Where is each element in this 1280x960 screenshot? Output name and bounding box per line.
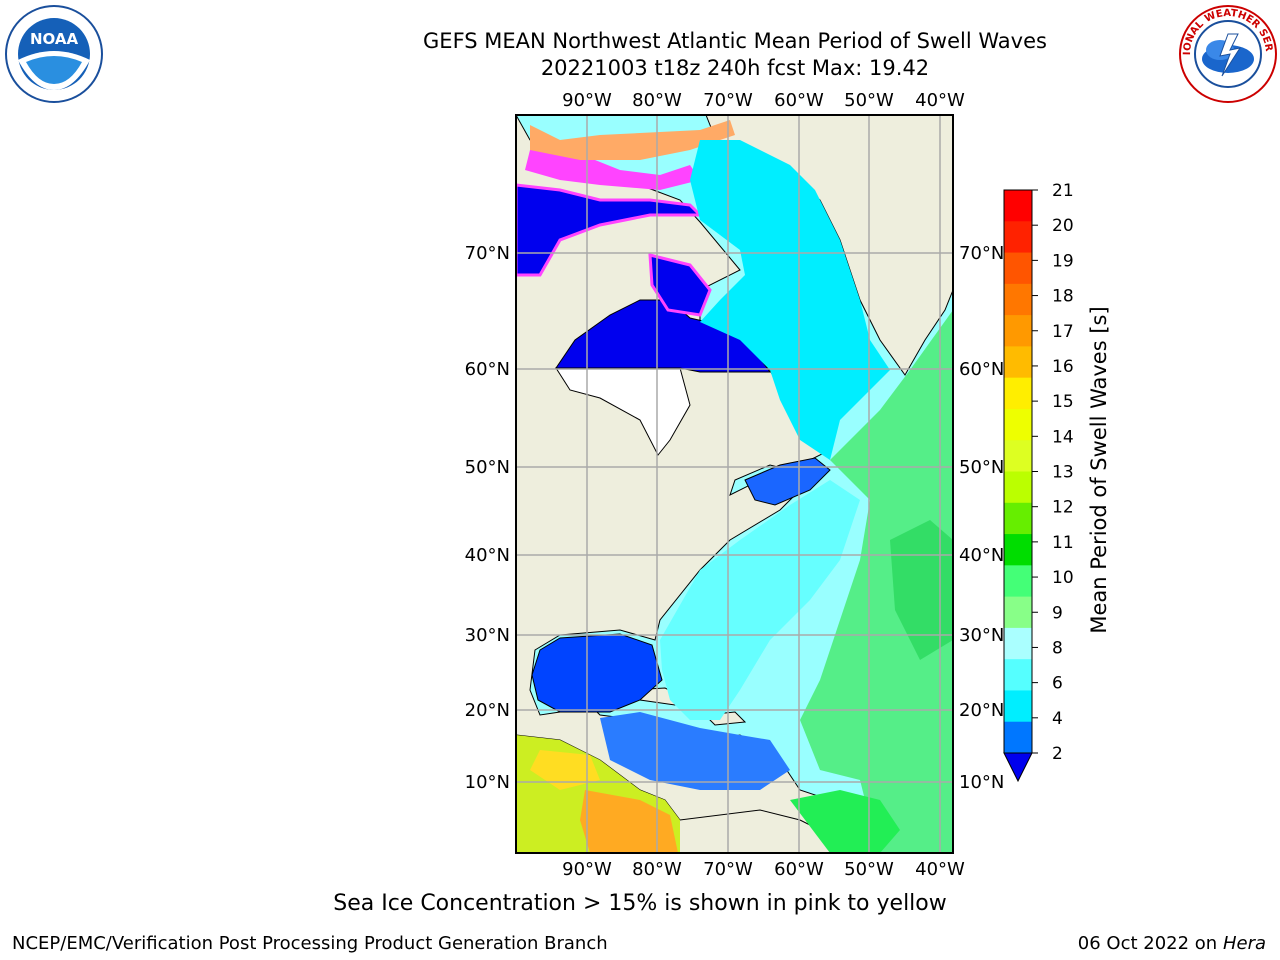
colorbar-tick-label: 2 <box>1052 744 1063 764</box>
colorbar-tick-label: 21 <box>1052 181 1074 201</box>
lat-label-right: 40°N <box>959 545 1004 566</box>
lat-label-left: 40°N <box>465 545 510 566</box>
colorbar-segment <box>1004 690 1032 723</box>
colorbar-tick-label: 20 <box>1052 216 1074 236</box>
lon-label-bottom: 50°W <box>844 859 894 880</box>
lat-label-left: 60°N <box>465 359 510 380</box>
lat-label-left: 20°N <box>465 700 510 721</box>
colorbar-tick-label: 16 <box>1052 357 1074 377</box>
lon-label-top: 50°W <box>844 90 894 111</box>
lon-label-top: 70°W <box>703 90 753 111</box>
caribbean-sea <box>600 712 790 790</box>
colorbar-segment <box>1004 315 1032 347</box>
north-atlantic-green <box>800 310 953 853</box>
colorbar-tick-label: 17 <box>1052 322 1074 342</box>
colorbar-tick-label: 10 <box>1052 568 1074 588</box>
lon-label-top: 60°W <box>774 90 824 111</box>
lat-label-left: 50°N <box>465 457 510 478</box>
colorbar-segment <box>1004 534 1032 566</box>
lon-label-top: 80°W <box>632 90 682 111</box>
colorbar-segment <box>1004 565 1032 598</box>
colorbar-tick-label: 19 <box>1052 251 1074 271</box>
lon-label-bottom: 80°W <box>632 859 682 880</box>
map-frame <box>515 114 954 854</box>
lon-label-bottom: 90°W <box>562 859 612 880</box>
colorbar-segment <box>1004 721 1032 754</box>
foxe-basin <box>648 253 712 317</box>
lon-label-bottom: 70°W <box>703 859 753 880</box>
colorbar-tick-label: 4 <box>1052 709 1063 729</box>
colorbar-segment <box>1004 283 1032 316</box>
colorbar-segment <box>1004 190 1032 222</box>
lat-label-left: 30°N <box>465 625 510 646</box>
colorbar: 21 20 19 18 17 16 15 14 13 12 11 10 9 8 6 4 2 <box>1003 181 1074 783</box>
colorbar-segment <box>1004 346 1032 379</box>
host-name: Hera <box>1222 933 1266 954</box>
colorbar-segment <box>1004 440 1032 472</box>
date-value: 06 Oct 2022 on <box>1077 933 1223 954</box>
sea-ice-footnote: Sea Ice Concentration > 15% is shown in … <box>333 891 947 916</box>
lon-label-top: 40°W <box>915 90 965 111</box>
colorbar-tick-label: 14 <box>1052 427 1074 447</box>
colorbar-underflow-arrow <box>1003 752 1033 783</box>
colorbar-segment <box>1004 659 1032 691</box>
colorbar-tick-label: 8 <box>1052 638 1063 658</box>
nws-logo: NATIONAL WEATHER SERVICE <box>1178 4 1277 103</box>
lon-label-top: 90°W <box>562 90 612 111</box>
south-america-orange-zone <box>580 790 678 853</box>
south-america-yellow-zone <box>530 750 600 790</box>
colorbar-tick-label: 6 <box>1052 674 1063 694</box>
colorbar-segment <box>1004 627 1032 660</box>
noaa-logo-text: NOAA <box>30 30 79 48</box>
map-area <box>516 115 953 853</box>
lat-label-right: 50°N <box>959 457 1004 478</box>
colorbar-segment <box>1004 252 1032 285</box>
credit-text: NCEP/EMC/Verification Post Processing Pr… <box>12 933 608 954</box>
lat-label-right: 10°N <box>959 772 1004 793</box>
colorbar-tick-label: 18 <box>1052 287 1074 307</box>
colorbar-segment <box>1004 596 1032 629</box>
colorbar-segment <box>1004 471 1032 504</box>
lat-label-right: 60°N <box>959 359 1004 380</box>
colorbar-label: Mean Period of Swell Waves [s] <box>1087 306 1111 633</box>
colorbar-segment <box>1004 221 1032 254</box>
gulf-st-lawrence <box>744 457 831 506</box>
graticule <box>516 115 953 853</box>
colorbar-tick-label: 15 <box>1052 392 1074 412</box>
colorbar-tick-label: 11 <box>1052 533 1074 553</box>
chart-title: GEFS MEAN Northwest Atlantic Mean Period… <box>423 29 1047 53</box>
colorbar-tick-label: 9 <box>1052 603 1063 623</box>
chart-subtitle: 20221003 t18z 240h fcst Max: 19.42 <box>540 56 930 80</box>
baffin-bay-cyan <box>690 140 890 460</box>
lon-label-bottom: 40°W <box>915 859 965 880</box>
noaa-logo: NOAA <box>5 5 103 103</box>
coastal-lightcyan <box>660 480 860 720</box>
colorbar-segment <box>1004 377 1032 410</box>
colorbar-tick-label: 13 <box>1052 463 1074 483</box>
lon-label-bottom: 60°W <box>774 859 824 880</box>
colorbar-segment <box>1004 502 1032 535</box>
colorbar-tick-label: 12 <box>1052 498 1074 518</box>
colorbar-segment <box>1004 408 1032 441</box>
date-text: 06 Oct 2022 on Hera <box>1078 933 1266 954</box>
arctic-channel-1 <box>516 183 704 277</box>
lat-label-right: 30°N <box>959 625 1004 646</box>
ice-edge-orange <box>530 120 735 160</box>
southern-green <box>790 790 900 853</box>
lat-label-right: 70°N <box>959 243 1004 264</box>
lat-label-left: 70°N <box>465 243 510 264</box>
lat-label-right: 20°N <box>959 700 1004 721</box>
lat-label-left: 10°N <box>465 772 510 793</box>
